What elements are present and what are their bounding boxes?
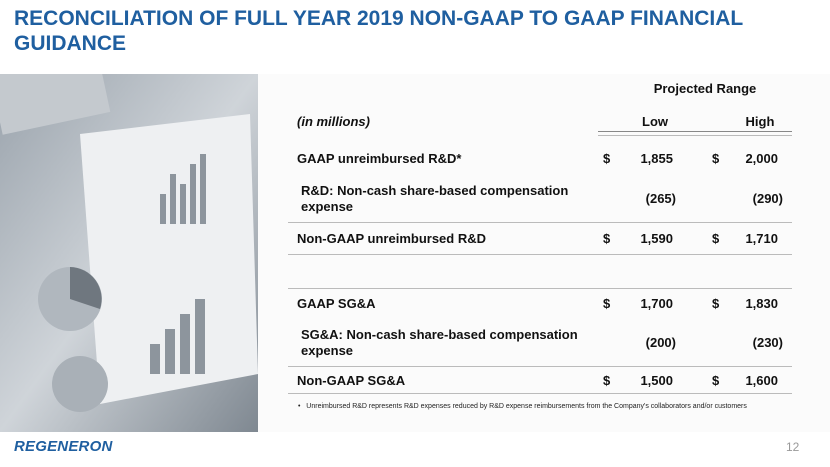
column-header: High xyxy=(745,114,775,129)
row-rule xyxy=(288,222,792,223)
currency-symbol: $ xyxy=(603,151,611,166)
footnote-text: Unreimbursed R&D represents R&D expenses… xyxy=(306,403,747,410)
page-number: 12 xyxy=(786,440,800,454)
high-value: (290) xyxy=(752,191,783,206)
high-value: 2,000 xyxy=(745,151,778,166)
high-value: 1,600 xyxy=(745,373,778,388)
high-value: (230) xyxy=(752,335,783,350)
low-value: 1,855 xyxy=(640,151,673,166)
high-value: 1,710 xyxy=(745,231,778,246)
low-value: (200) xyxy=(645,335,676,350)
row-rule xyxy=(288,393,792,394)
row-label: R&D: Non-cash share-based compensation e… xyxy=(301,183,569,214)
row-rule xyxy=(288,288,792,289)
column-header: (in millions) xyxy=(297,114,370,129)
currency-symbol: $ xyxy=(603,373,611,388)
low-value: 1,500 xyxy=(640,373,673,388)
row-label: GAAP unreimbursed R&D* xyxy=(297,151,462,166)
low-value: 1,700 xyxy=(640,296,673,311)
high-value: 1,830 xyxy=(745,296,778,311)
row-rule xyxy=(288,254,792,255)
currency-symbol: $ xyxy=(712,231,720,246)
row-label: GAAP SG&A xyxy=(297,296,376,311)
currency-symbol: $ xyxy=(603,231,611,246)
row-rule xyxy=(288,366,792,367)
footnote: • Unreimbursed R&D represents R&D expens… xyxy=(298,403,747,410)
currency-symbol: $ xyxy=(712,151,720,166)
row-label: Non-GAAP SG&A xyxy=(297,373,406,388)
header-rule xyxy=(598,131,792,132)
low-value: (265) xyxy=(645,191,676,206)
table-panel xyxy=(258,74,830,432)
slide-title: RECONCILIATION OF FULL YEAR 2019 NON-GAA… xyxy=(14,7,743,55)
currency-symbol: $ xyxy=(603,296,611,311)
decorative-photo xyxy=(0,74,258,432)
row-label: Non-GAAP unreimbursed R&D xyxy=(297,231,486,246)
logo: REGENERON xyxy=(14,438,113,455)
row-rule xyxy=(598,135,792,136)
low-value: 1,590 xyxy=(640,231,673,246)
column-header: Low xyxy=(642,114,668,129)
group-header: Projected Range xyxy=(653,81,757,96)
currency-symbol: $ xyxy=(712,296,720,311)
currency-symbol: $ xyxy=(712,373,720,388)
row-label: SG&A: Non-cash share-based compensation … xyxy=(301,327,578,358)
